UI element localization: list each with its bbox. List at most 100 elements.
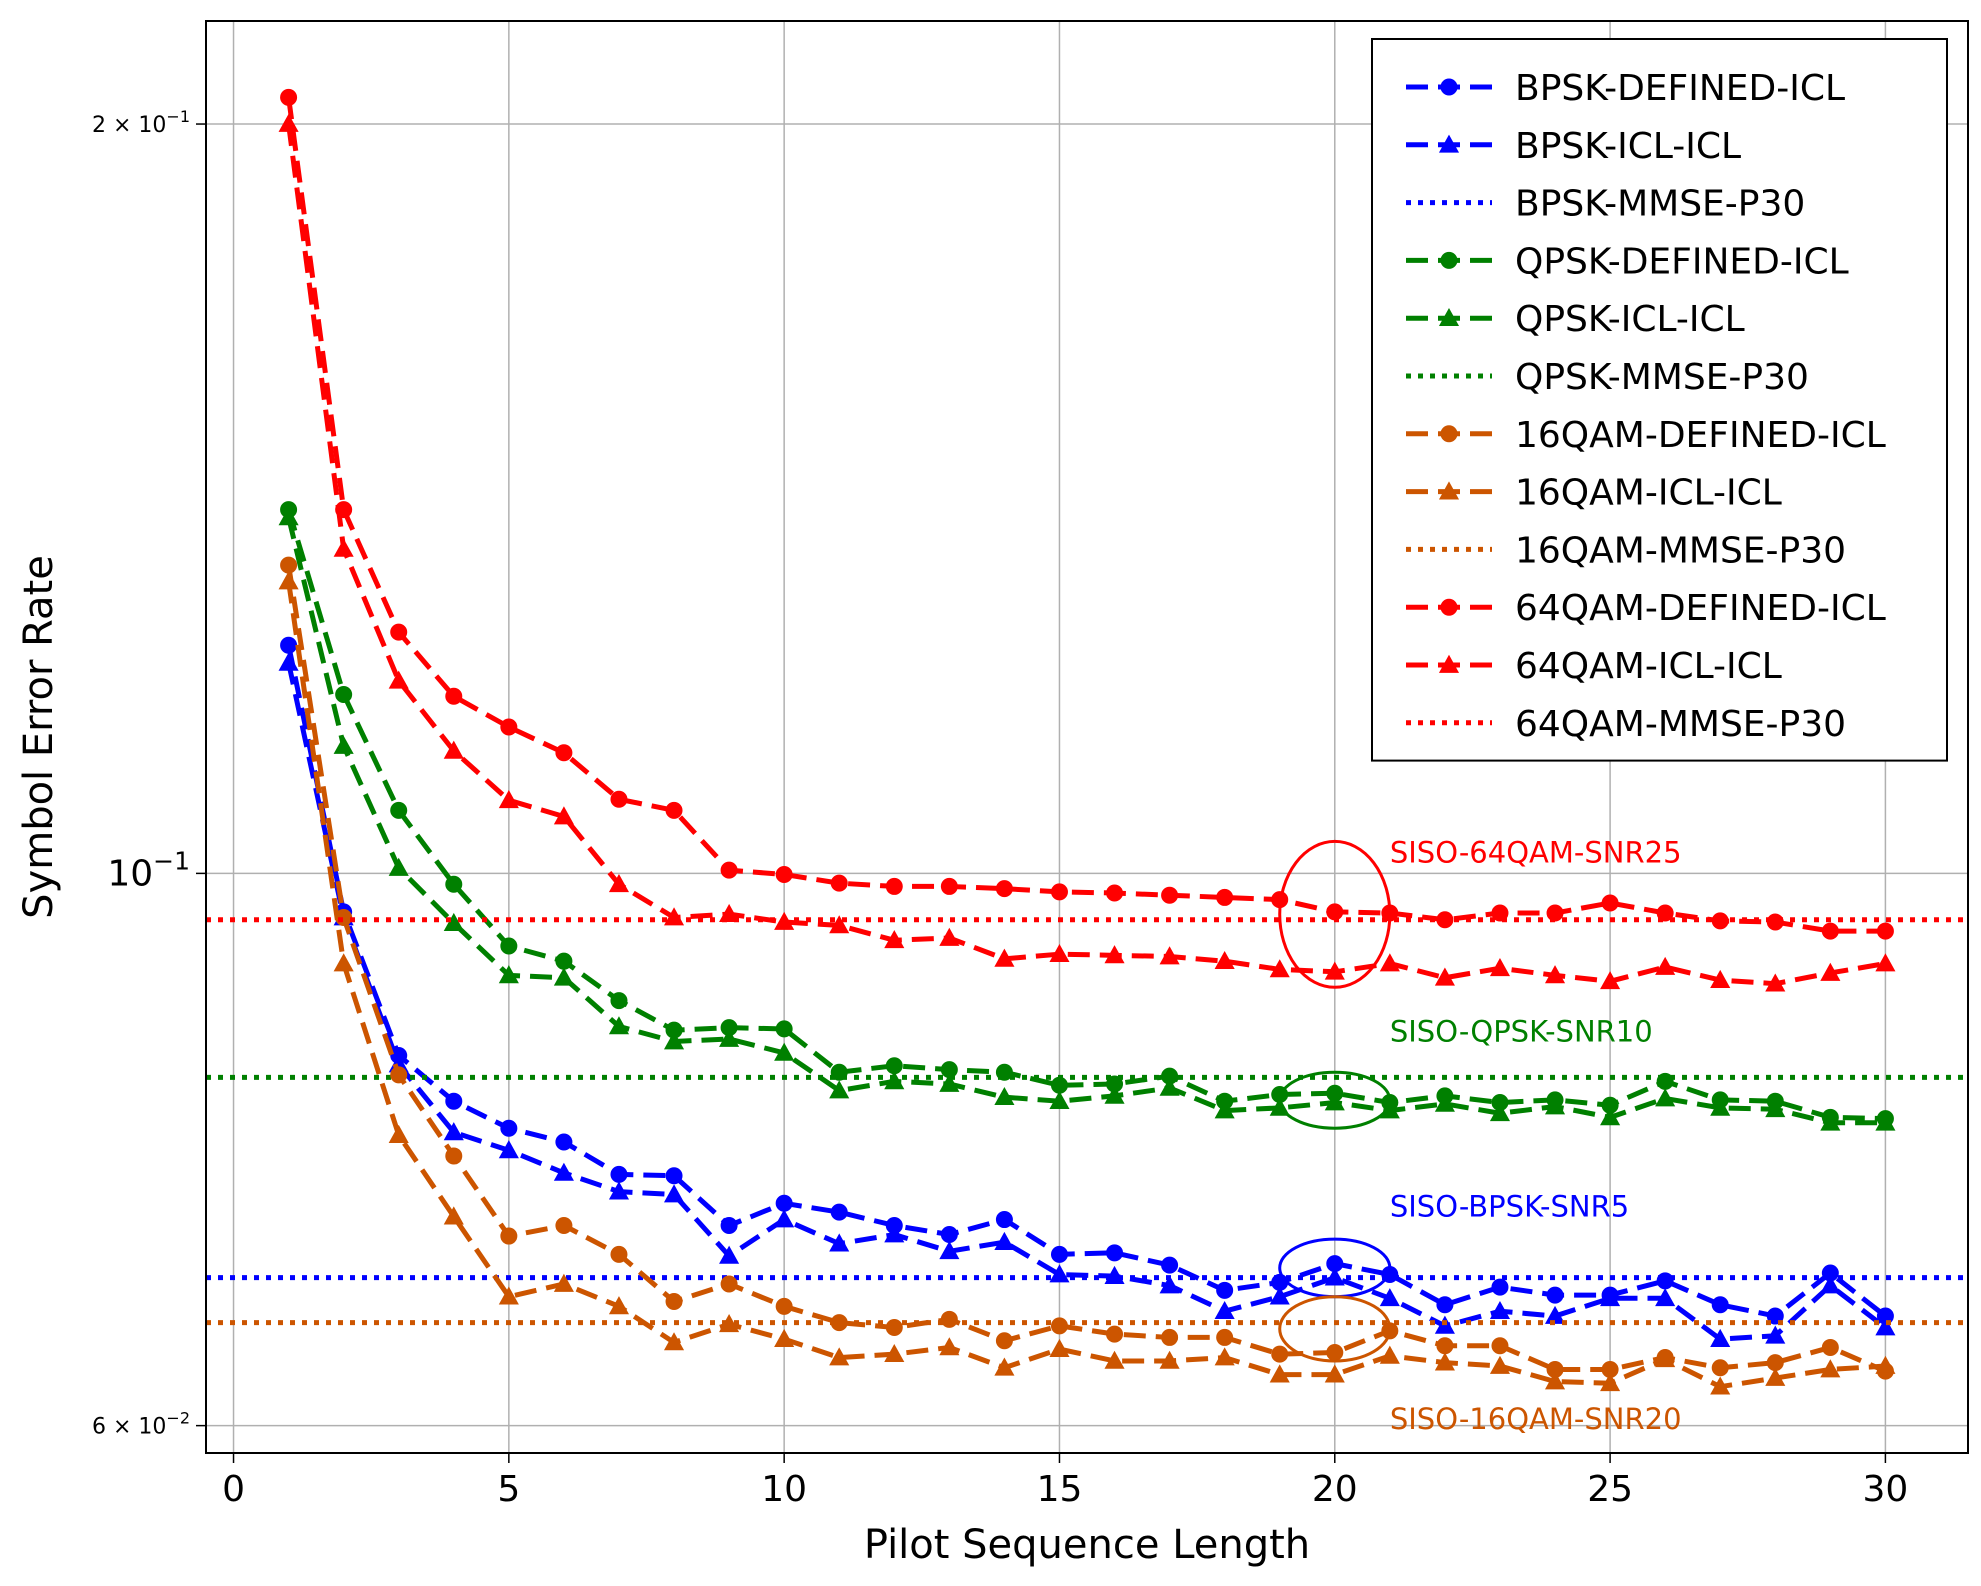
data-point xyxy=(500,1227,518,1245)
y-tick-exponent: −1 xyxy=(166,107,190,126)
data-point xyxy=(939,1337,960,1356)
data-point xyxy=(1049,1264,1070,1283)
data-point xyxy=(553,1162,574,1181)
data-point xyxy=(1269,1364,1290,1383)
data-point xyxy=(1216,1281,1234,1299)
data-point xyxy=(1434,967,1455,986)
data-point xyxy=(1489,1355,1511,1374)
data-point xyxy=(720,1217,738,1235)
data-point xyxy=(1050,1317,1068,1335)
data-point xyxy=(775,1020,793,1038)
data-point xyxy=(278,652,299,671)
x-tick-label: 15 xyxy=(1037,1469,1083,1510)
data-point xyxy=(1104,1085,1125,1104)
data-point xyxy=(335,685,353,703)
legend-item: BPSK-ICL-ICL xyxy=(1406,126,1741,167)
data-point xyxy=(1159,1077,1180,1096)
x-axis: 0 5 10 15 20 25 30 xyxy=(222,1453,1908,1510)
data-point xyxy=(1049,1090,1070,1110)
y-axis: 6 × 10−2 10−1 2 × 10−1 xyxy=(92,107,206,1440)
legend-item: 64QAM-ICL-ICL xyxy=(1406,646,1782,687)
data-point xyxy=(775,865,793,883)
data-point xyxy=(1489,1300,1511,1320)
legend-item: 16QAM-DEFINED-ICL xyxy=(1406,415,1886,456)
data-point xyxy=(553,967,574,986)
data-point xyxy=(608,1296,630,1315)
data-point xyxy=(1161,886,1179,904)
legend-item: 64QAM-DEFINED-ICL xyxy=(1406,588,1886,629)
legend-label: 16QAM-MMSE-P30 xyxy=(1515,530,1846,571)
data-point xyxy=(1765,1099,1786,1118)
y-tick-label: 10−1 xyxy=(107,846,190,894)
legend-marker xyxy=(1440,425,1458,443)
data-point xyxy=(1434,1352,1455,1371)
data-point xyxy=(445,1092,463,1110)
data-point xyxy=(1875,1355,1896,1374)
data-point xyxy=(388,670,409,689)
x-tick-label: 25 xyxy=(1587,1469,1633,1510)
x-tick-label: 10 xyxy=(761,1469,807,1510)
x-axis-label: Pilot Sequence Length xyxy=(864,1522,1310,1568)
data-point xyxy=(610,790,628,808)
data-point xyxy=(1489,958,1511,977)
highlight-ellipse xyxy=(1278,839,1392,989)
legend-marker xyxy=(1438,481,1460,500)
data-point xyxy=(1766,1307,1784,1325)
data-point xyxy=(774,1328,795,1347)
data-point xyxy=(994,1231,1015,1250)
data-point xyxy=(829,915,850,934)
data-point xyxy=(1876,922,1894,940)
data-point xyxy=(940,877,958,895)
y-tick-label: 2 × 10−1 xyxy=(92,107,190,138)
data-point xyxy=(665,1167,683,1185)
data-point xyxy=(940,1226,958,1244)
legend-item: QPSK-MMSE-P30 xyxy=(1406,357,1809,398)
data-point xyxy=(1159,1350,1180,1369)
data-point xyxy=(1050,883,1068,901)
data-point xyxy=(994,1086,1015,1106)
y-tick-exponent: −1 xyxy=(153,846,190,875)
data-point xyxy=(1491,904,1509,922)
data-point xyxy=(994,948,1015,967)
data-point xyxy=(445,875,463,893)
data-point xyxy=(1269,1286,1290,1305)
data-point xyxy=(884,1071,905,1090)
series-line xyxy=(286,516,1886,1126)
data-point xyxy=(663,1332,685,1351)
data-point xyxy=(1875,1112,1896,1131)
x-tick-label: 5 xyxy=(497,1469,520,1510)
data-point xyxy=(774,1042,795,1061)
legend-label: BPSK-MMSE-P30 xyxy=(1515,184,1805,225)
data-point xyxy=(1161,1256,1179,1274)
data-point xyxy=(1600,971,1621,990)
data-point xyxy=(1710,1328,1731,1347)
data-point xyxy=(1875,953,1896,972)
data-point xyxy=(1379,1345,1400,1364)
annotation-label: SISO-BPSK-SNR5 xyxy=(1390,1190,1629,1224)
data-point xyxy=(1050,1245,1068,1263)
data-point xyxy=(720,1275,738,1293)
plot-frame xyxy=(205,20,1969,1454)
legend-label: BPSK-DEFINED-ICL xyxy=(1515,68,1845,109)
legend-marker xyxy=(1440,598,1458,616)
data-point xyxy=(1546,904,1564,922)
highlight-ellipse xyxy=(1278,1070,1392,1130)
data-point xyxy=(388,857,409,876)
data-point xyxy=(884,930,905,949)
data-point xyxy=(995,880,1013,898)
data-point xyxy=(443,1122,464,1141)
data-point xyxy=(1104,945,1125,964)
series-line xyxy=(286,123,1886,987)
data-point xyxy=(1711,1359,1729,1377)
data-point xyxy=(1710,969,1731,988)
data-point xyxy=(1269,959,1290,978)
data-point xyxy=(1820,1359,1841,1378)
data-point xyxy=(720,861,738,879)
x-tick-label: 20 xyxy=(1312,1469,1358,1510)
x-tick-label: 30 xyxy=(1863,1469,1909,1510)
data-point xyxy=(774,1209,795,1228)
legend-marker xyxy=(1438,654,1460,673)
data-point xyxy=(719,1245,740,1264)
annotation-layer: SISO-64QAM-SNR25 SISO-QPSK-SNR10 SISO-BPSK… xyxy=(1278,836,1682,1436)
y-tick-label: 6 × 10−2 xyxy=(92,1409,190,1440)
